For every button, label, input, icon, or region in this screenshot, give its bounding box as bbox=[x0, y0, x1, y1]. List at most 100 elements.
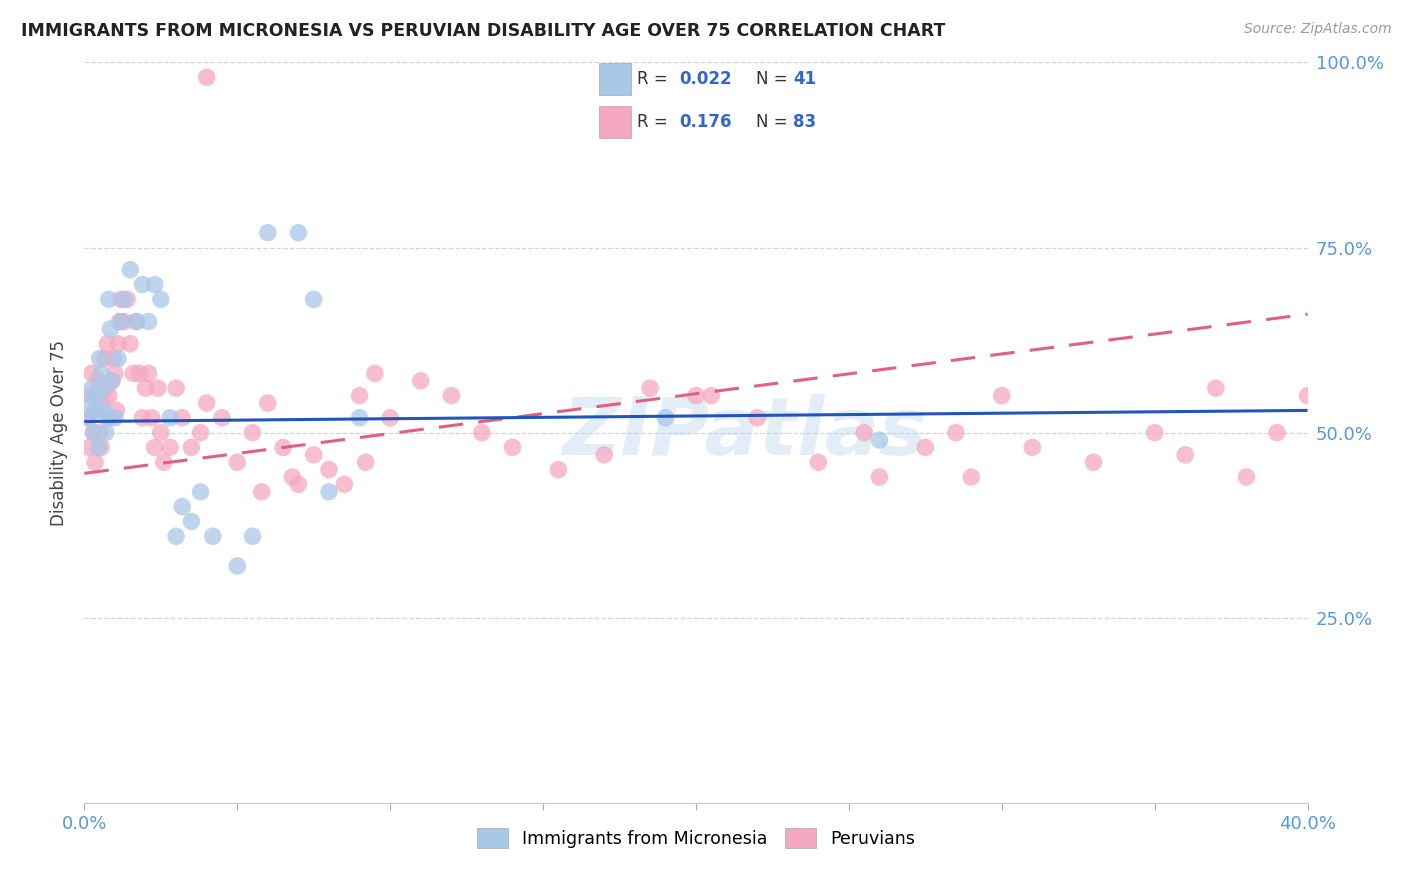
Point bbox=[115, 293, 138, 307]
Point bbox=[226, 455, 249, 469]
Point bbox=[159, 441, 181, 455]
Point bbox=[242, 425, 264, 440]
Point bbox=[143, 277, 166, 292]
Point bbox=[302, 448, 325, 462]
Point bbox=[190, 425, 212, 440]
Point bbox=[89, 425, 111, 440]
Point bbox=[103, 351, 125, 366]
Point bbox=[1265, 425, 1288, 440]
Point bbox=[101, 374, 124, 388]
Point bbox=[380, 410, 402, 425]
Point bbox=[165, 529, 187, 543]
Point bbox=[93, 351, 115, 366]
Point bbox=[211, 410, 233, 425]
Point bbox=[122, 367, 145, 381]
Point bbox=[1143, 425, 1166, 440]
Point bbox=[131, 277, 153, 292]
Point bbox=[96, 410, 118, 425]
Text: 0.022: 0.022 bbox=[679, 70, 731, 87]
Point bbox=[747, 410, 769, 425]
Text: 0.176: 0.176 bbox=[679, 113, 731, 131]
Point bbox=[149, 425, 172, 440]
Point bbox=[1021, 441, 1043, 455]
Point bbox=[250, 484, 273, 499]
Point bbox=[991, 388, 1014, 402]
Text: N =: N = bbox=[756, 70, 787, 87]
Point bbox=[104, 410, 127, 425]
Point bbox=[547, 462, 569, 476]
Point bbox=[89, 351, 111, 366]
Point bbox=[172, 410, 194, 425]
Point bbox=[180, 515, 202, 529]
Point bbox=[79, 396, 101, 410]
Point bbox=[409, 374, 432, 388]
FancyBboxPatch shape bbox=[599, 63, 631, 95]
Point bbox=[90, 367, 112, 381]
Point bbox=[349, 410, 371, 425]
Point bbox=[98, 322, 121, 336]
Text: ZIPatlas: ZIPatlas bbox=[562, 393, 928, 472]
Point bbox=[318, 484, 340, 499]
Point bbox=[502, 441, 524, 455]
Point bbox=[97, 293, 120, 307]
Point bbox=[87, 441, 110, 455]
Point bbox=[914, 441, 936, 455]
Point bbox=[143, 441, 166, 455]
Point bbox=[83, 425, 105, 440]
Point bbox=[226, 558, 249, 573]
Point bbox=[287, 477, 309, 491]
Point bbox=[165, 381, 187, 395]
Point bbox=[77, 410, 100, 425]
Point bbox=[90, 441, 112, 455]
Point bbox=[83, 425, 105, 440]
Point bbox=[135, 381, 157, 395]
Point bbox=[257, 226, 280, 240]
Point bbox=[440, 388, 463, 402]
Point bbox=[1174, 448, 1197, 462]
Point bbox=[77, 441, 100, 455]
Point bbox=[84, 403, 107, 417]
Point bbox=[195, 70, 218, 85]
Text: R =: R = bbox=[637, 113, 668, 131]
Text: 83: 83 bbox=[793, 113, 815, 131]
Point bbox=[79, 388, 101, 402]
Text: N =: N = bbox=[756, 113, 787, 131]
Point bbox=[471, 425, 494, 440]
Point bbox=[172, 500, 194, 514]
Point bbox=[107, 336, 129, 351]
Point bbox=[91, 396, 114, 410]
Point bbox=[128, 367, 150, 381]
Point bbox=[700, 388, 723, 402]
Y-axis label: Disability Age Over 75: Disability Age Over 75 bbox=[51, 340, 69, 525]
Point bbox=[110, 293, 132, 307]
Point bbox=[107, 351, 129, 366]
Point bbox=[960, 470, 983, 484]
Point bbox=[195, 396, 218, 410]
Point bbox=[869, 433, 891, 447]
Point bbox=[257, 396, 280, 410]
Point bbox=[131, 410, 153, 425]
Legend: Immigrants from Micronesia, Peruvians: Immigrants from Micronesia, Peruvians bbox=[468, 820, 924, 857]
Point bbox=[86, 403, 108, 417]
Point bbox=[1296, 388, 1319, 402]
Point bbox=[271, 441, 294, 455]
Point bbox=[159, 410, 181, 425]
Text: IMMIGRANTS FROM MICRONESIA VS PERUVIAN DISABILITY AGE OVER 75 CORRELATION CHART: IMMIGRANTS FROM MICRONESIA VS PERUVIAN D… bbox=[21, 22, 945, 40]
Point bbox=[110, 314, 132, 328]
Point bbox=[112, 314, 135, 328]
Point bbox=[153, 455, 176, 469]
Point bbox=[101, 374, 124, 388]
Point bbox=[1205, 381, 1227, 395]
Point bbox=[302, 293, 325, 307]
Point bbox=[149, 293, 172, 307]
Point bbox=[87, 374, 110, 388]
FancyBboxPatch shape bbox=[599, 106, 631, 138]
Point bbox=[112, 293, 135, 307]
Point bbox=[242, 529, 264, 543]
Point bbox=[97, 388, 120, 402]
Point bbox=[120, 262, 142, 277]
Point bbox=[125, 314, 148, 328]
Point bbox=[685, 388, 707, 402]
Point bbox=[287, 226, 309, 240]
Point bbox=[281, 470, 304, 484]
